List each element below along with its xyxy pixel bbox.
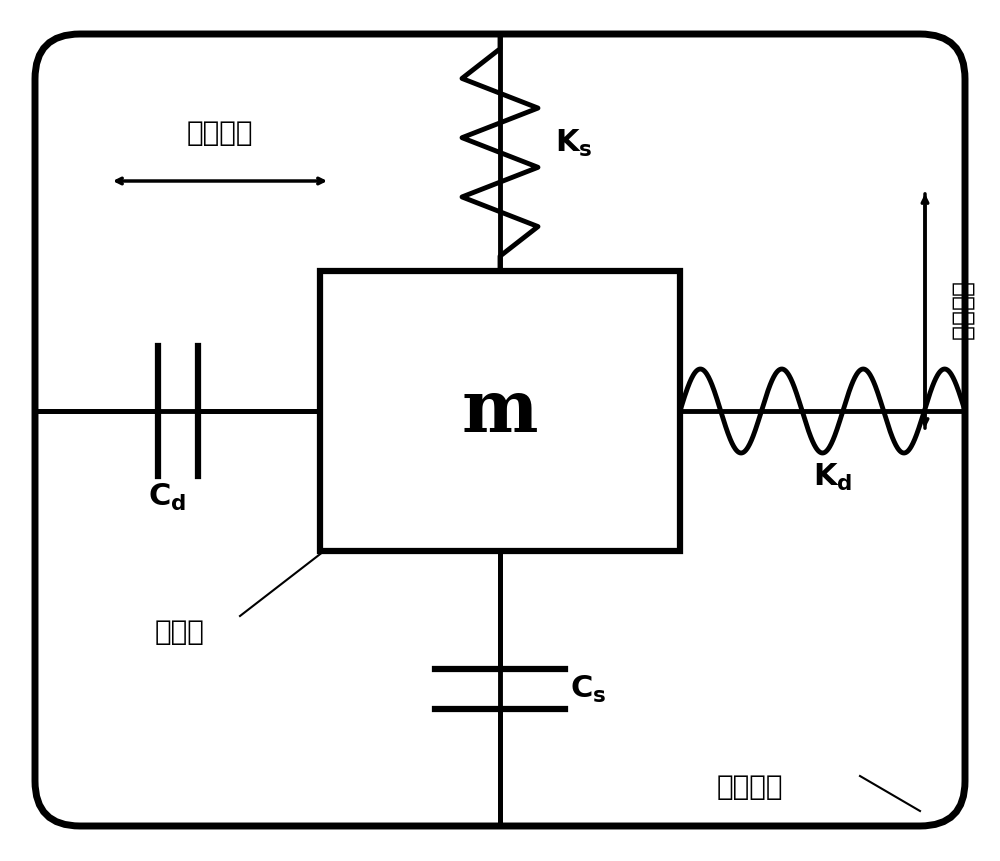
Text: $\mathbf{K_s}$: $\mathbf{K_s}$ bbox=[555, 127, 593, 159]
Text: m: m bbox=[462, 376, 538, 447]
Text: 外框支架: 外框支架 bbox=[717, 772, 783, 800]
Text: $\mathbf{K_d}$: $\mathbf{K_d}$ bbox=[813, 461, 852, 492]
Text: 质量块: 质量块 bbox=[155, 617, 205, 645]
Text: 驱动方向: 驱动方向 bbox=[187, 119, 253, 147]
Bar bbox=[320, 272, 680, 551]
Text: $\mathbf{C_d}$: $\mathbf{C_d}$ bbox=[148, 481, 187, 512]
Text: 检测方向: 检测方向 bbox=[950, 282, 974, 342]
FancyBboxPatch shape bbox=[35, 35, 965, 826]
Text: $\mathbf{C_s}$: $\mathbf{C_s}$ bbox=[570, 673, 606, 704]
